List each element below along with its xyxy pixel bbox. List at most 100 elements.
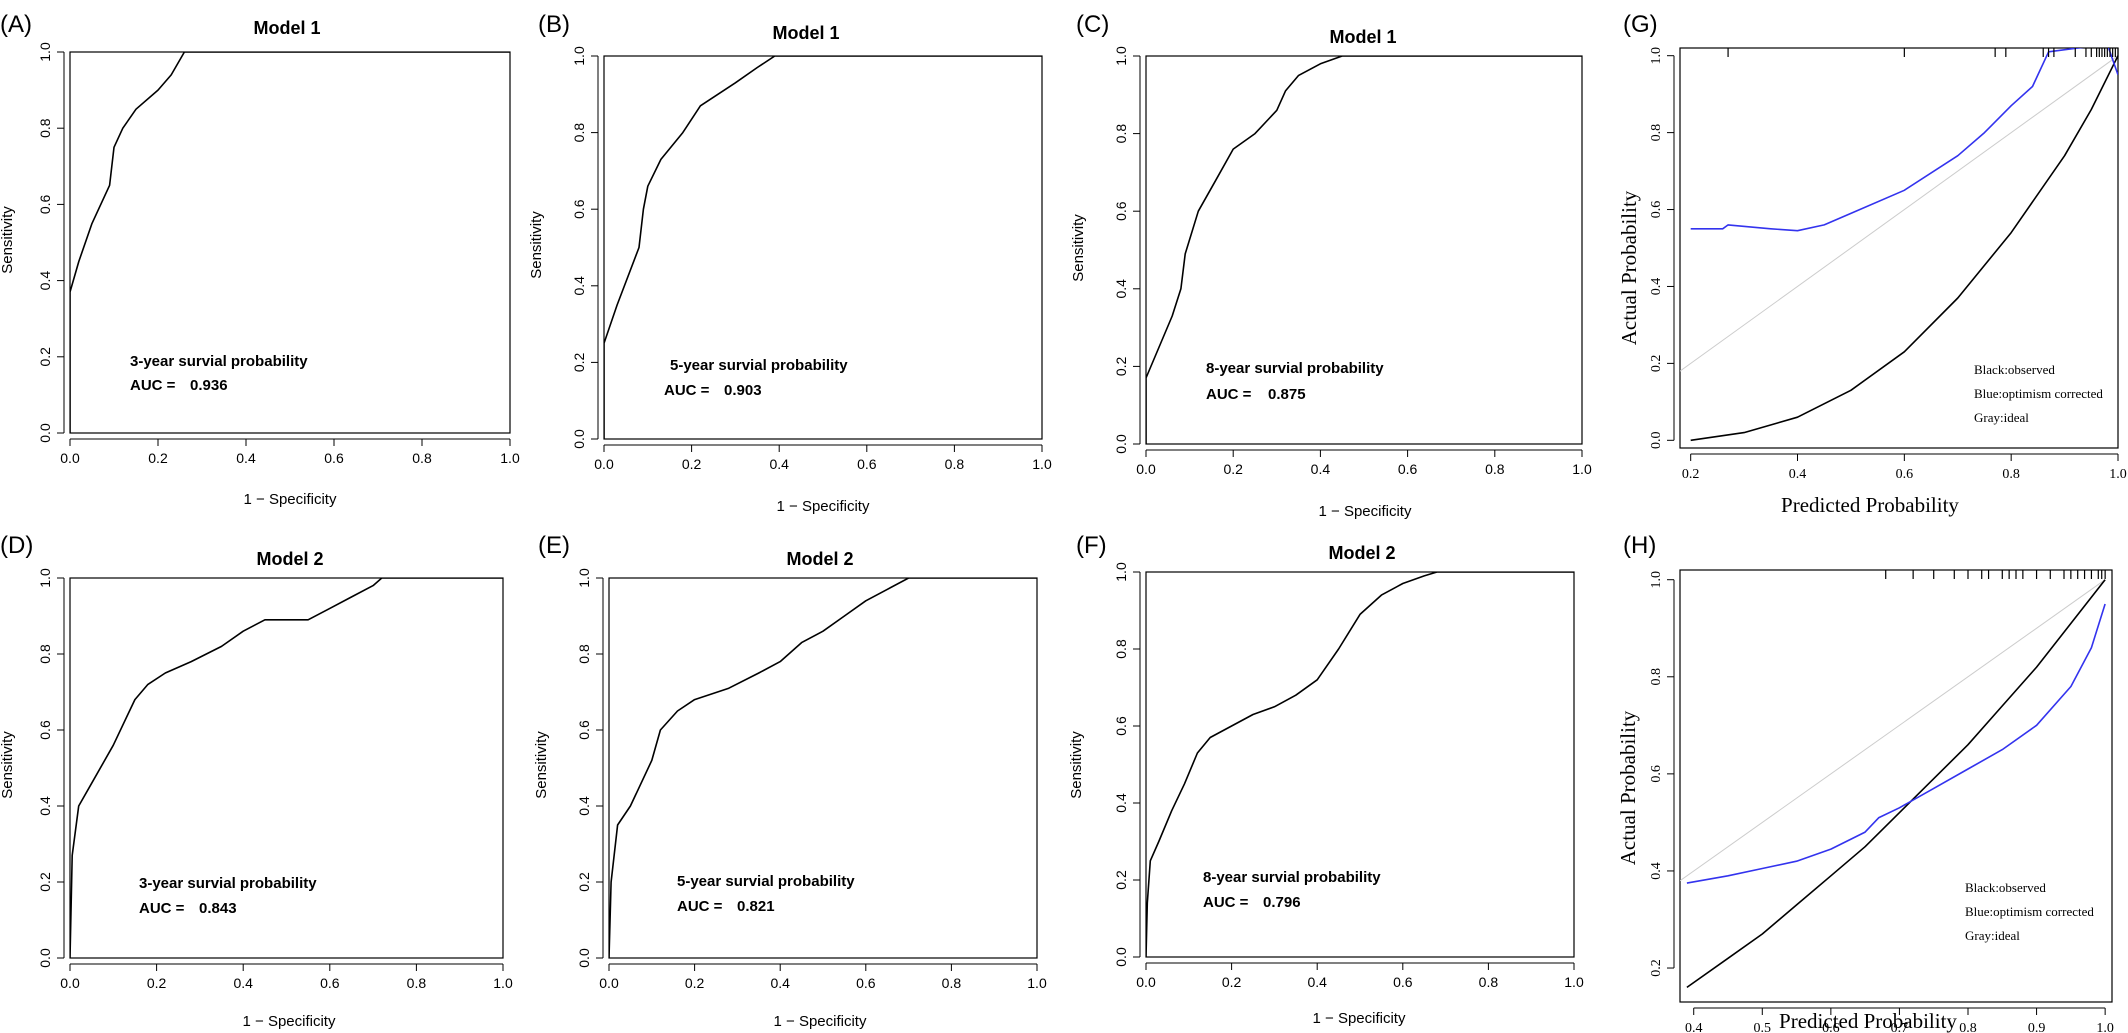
y-axis-label: Sensitivity: [533, 731, 550, 799]
series-ideal-line: [1680, 579, 2106, 882]
y-tick-label: 0.4: [1649, 278, 1664, 296]
y-axis-label: Sensitivity: [528, 211, 545, 279]
x-tick-label: 1.0: [500, 450, 520, 466]
x-axis-label: 1 − Specificity: [1313, 1010, 1406, 1027]
auc-value: 0.843: [199, 900, 237, 917]
x-tick-label: 0.4: [233, 975, 253, 991]
y-tick-label: 0.0: [1649, 432, 1664, 450]
y-tick-label: 0.8: [1649, 668, 1664, 686]
panel-label: (B): [538, 11, 570, 38]
y-tick-label: 0.4: [576, 796, 592, 816]
y-tick-label: 0.0: [37, 948, 53, 968]
y-tick-label: 0.6: [1649, 201, 1664, 219]
x-tick-label: 0.0: [599, 975, 619, 991]
legend-observed: Black:observed: [1974, 362, 2055, 377]
x-tick-label: 0.6: [1822, 1021, 1840, 1033]
legend-optimism-corrected: Blue:optimism corrected: [1965, 904, 2094, 919]
x-tick-label: 1.0: [1572, 461, 1592, 477]
x-tick-label: 0.4: [1311, 461, 1331, 477]
x-tick-label: 0.0: [594, 456, 614, 472]
series-optimism-corrected-line: [1690, 48, 2118, 232]
x-axis-label: Predicted Probability: [1779, 1009, 1957, 1033]
series-observed-line: [1686, 579, 2106, 989]
y-tick-label: 1.0: [576, 568, 592, 588]
panel-c: (C) Model 1 1 − Specificity Sensitivity …: [1070, 11, 1592, 520]
x-tick-label: 1.0: [2096, 1021, 2114, 1033]
y-tick-label: 1.0: [37, 42, 53, 62]
y-axis-label: Actual Probability: [1616, 710, 1640, 865]
x-axis-label: 1 − Specificity: [777, 498, 870, 515]
survival-annotation: 3-year survial probability: [130, 353, 308, 370]
chart-title: Model 1: [772, 23, 839, 43]
panel-d: (D) Model 2 1 − Specificity Sensitivity …: [0, 532, 513, 1030]
roc-plot: 0.0 0.2 0.4 0.6 0.8 1.0 0.0 0.2 0.4 0.6 0.8 1.0: [1113, 562, 1584, 990]
x-tick-label: 0.2: [1222, 974, 1242, 990]
y-tick-label: 0.8: [1113, 124, 1129, 144]
x-tick-label: 0.4: [236, 450, 256, 466]
panel-g: (G) Predicted Probability Actual Probabi…: [1617, 11, 2127, 517]
x-axis-label: 1 − Specificity: [243, 1013, 336, 1030]
plot-frame: [608, 577, 1038, 959]
chart-title: Model 2: [786, 549, 853, 569]
y-axis-label: Sensitivity: [1068, 731, 1085, 799]
x-tick-label: 0.8: [945, 456, 965, 472]
plot-frame: [69, 577, 504, 959]
auc-label: AUC =: [139, 900, 185, 917]
x-tick-label: 0.4: [770, 975, 790, 991]
y-axis-label: Sensitivity: [1070, 214, 1087, 282]
x-axis-label: Predicted Probability: [1781, 493, 1959, 517]
auc-value: 0.936: [190, 377, 228, 394]
panel-label: (F): [1076, 532, 1107, 559]
y-tick-label: 0.6: [1113, 716, 1129, 736]
panel-label: (D): [0, 532, 33, 559]
x-tick-label: 1.0: [1032, 456, 1052, 472]
x-tick-label: 1.0: [1027, 975, 1047, 991]
panel-e: (E) Model 2 1 − Specificity Sensitivity …: [533, 532, 1047, 1030]
legend-ideal: Gray:ideal: [1965, 928, 2020, 943]
chart-title: Model 2: [1328, 543, 1395, 563]
survival-annotation: 5-year survial probability: [677, 873, 855, 890]
x-tick-label: 1.0: [493, 975, 513, 991]
roc-plot: 0.0 0.2 0.4 0.6 0.8 1.0 0.0 0.2 0.4 0.6 0.8 1.0: [571, 46, 1052, 472]
x-tick-label: 0.4: [1685, 1021, 1703, 1033]
y-tick-label: 0.2: [1649, 959, 1664, 977]
y-tick-label: 0.6: [37, 194, 53, 214]
x-tick-label: 0.6: [1393, 974, 1413, 990]
auc-label: AUC =: [130, 377, 176, 394]
roc-plot: 0.0 0.2 0.4 0.6 0.8 1.0 0.0 0.2 0.4 0.6 0.8 1.0: [37, 42, 520, 466]
panel-label: (A): [0, 11, 32, 38]
x-axis-label: 1 − Specificity: [244, 491, 337, 508]
survival-annotation: 3-year survial probability: [139, 875, 317, 892]
x-tick-label: 1.0: [2109, 467, 2127, 482]
x-tick-label: 0.7: [1891, 1021, 1909, 1033]
panel-h: (H) Predicted Probability Actual Probabi…: [1616, 532, 2114, 1033]
y-tick-label: 0.6: [1113, 201, 1129, 221]
x-axis-label: 1 − Specificity: [1319, 503, 1412, 520]
legend-ideal: Gray:ideal: [1974, 410, 2029, 425]
x-tick-label: 0.2: [148, 450, 168, 466]
x-axis-label: 1 − Specificity: [774, 1013, 867, 1030]
y-tick-label: 1.0: [1649, 47, 1664, 65]
x-tick-label: 0.4: [1789, 467, 1807, 482]
y-tick-label: 1.0: [1649, 571, 1664, 589]
roc-curve: [70, 578, 503, 958]
x-tick-label: 0.6: [324, 450, 344, 466]
y-axis-label: Actual Probability: [1617, 190, 1641, 345]
y-tick-label: 0.8: [37, 118, 53, 138]
series-optimism-corrected-line: [1686, 603, 2106, 884]
auc-label: AUC =: [664, 382, 710, 399]
x-tick-label: 0.6: [1398, 461, 1418, 477]
auc-label: AUC =: [677, 898, 723, 915]
auc-label: AUC =: [1206, 386, 1252, 403]
calibration-plot: 0.2 0.4 0.6 0.8 1.0 0.0 0.2 0.4 0.6 0.8 1.0: [1649, 47, 2127, 482]
y-tick-label: 0.0: [37, 423, 53, 443]
y-tick-label: 0.4: [571, 276, 587, 296]
y-tick-label: 0.0: [1113, 434, 1129, 454]
y-tick-label: 0.2: [576, 872, 592, 892]
x-tick-label: 0.6: [320, 975, 340, 991]
chart-title: Model 1: [1329, 27, 1396, 47]
plot-frame: [1679, 47, 2119, 449]
x-tick-label: 0.8: [412, 450, 432, 466]
y-tick-label: 0.4: [1113, 279, 1129, 299]
y-tick-label: 0.4: [37, 271, 53, 291]
